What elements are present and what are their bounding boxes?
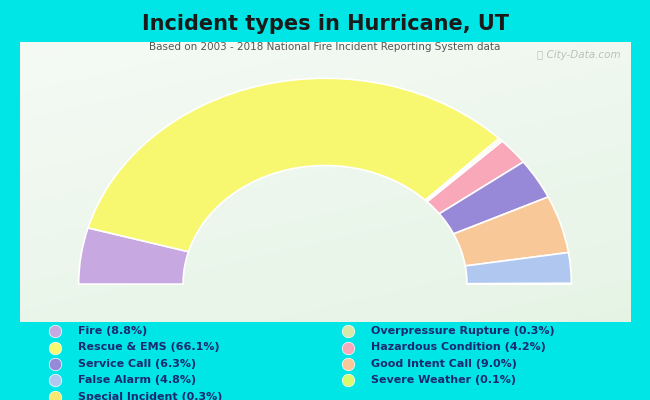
- Wedge shape: [439, 162, 548, 234]
- Wedge shape: [88, 78, 499, 252]
- Wedge shape: [426, 140, 502, 202]
- Text: Based on 2003 - 2018 National Fire Incident Reporting System data: Based on 2003 - 2018 National Fire Incid…: [150, 42, 500, 52]
- Wedge shape: [79, 228, 188, 284]
- Wedge shape: [454, 197, 569, 266]
- Text: Fire (8.8%): Fire (8.8%): [77, 326, 147, 336]
- Text: False Alarm (4.8%): False Alarm (4.8%): [77, 375, 196, 385]
- Text: Hazardous Condition (4.2%): Hazardous Condition (4.2%): [371, 342, 546, 352]
- Wedge shape: [425, 138, 500, 201]
- Text: Service Call (6.3%): Service Call (6.3%): [77, 359, 196, 369]
- Text: Rescue & EMS (66.1%): Rescue & EMS (66.1%): [77, 342, 219, 352]
- Text: Ⓜ City-Data.com: Ⓜ City-Data.com: [537, 50, 621, 60]
- Wedge shape: [427, 141, 523, 214]
- Text: Special Incident (0.3%): Special Incident (0.3%): [77, 392, 222, 400]
- Text: Good Intent Call (9.0%): Good Intent Call (9.0%): [371, 359, 517, 369]
- Text: Overpressure Rupture (0.3%): Overpressure Rupture (0.3%): [371, 326, 554, 336]
- Wedge shape: [465, 252, 571, 284]
- Text: Incident types in Hurricane, UT: Incident types in Hurricane, UT: [142, 14, 508, 34]
- Text: Severe Weather (0.1%): Severe Weather (0.1%): [371, 375, 516, 385]
